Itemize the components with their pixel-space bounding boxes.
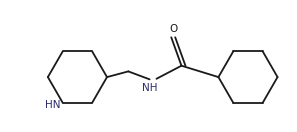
Text: HN: HN xyxy=(45,100,61,110)
Text: O: O xyxy=(169,24,178,34)
Text: NH: NH xyxy=(142,83,157,93)
